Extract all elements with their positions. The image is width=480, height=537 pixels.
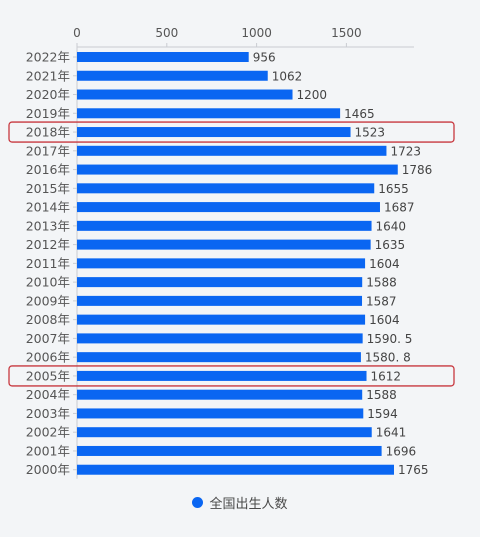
category-label: 2012年 bbox=[26, 237, 70, 252]
bar bbox=[77, 295, 363, 306]
bar bbox=[77, 445, 382, 456]
data-label: 1765 bbox=[398, 463, 429, 477]
category-label: 2008年 bbox=[26, 312, 70, 327]
bar bbox=[77, 183, 375, 194]
data-label: 1604 bbox=[369, 313, 400, 327]
data-label: 1655 bbox=[378, 182, 409, 196]
category-label: 2001年 bbox=[26, 443, 70, 458]
bar bbox=[77, 333, 363, 344]
bar bbox=[77, 108, 341, 119]
x-tick-label: 1000 bbox=[241, 26, 272, 40]
category-label: 2011年 bbox=[26, 256, 70, 271]
bar bbox=[77, 70, 268, 81]
data-label: 1465 bbox=[344, 107, 375, 121]
bar bbox=[77, 127, 351, 138]
category-label: 2010年 bbox=[26, 275, 70, 290]
highlight-box bbox=[8, 121, 455, 143]
bar bbox=[77, 464, 394, 475]
category-label: 2006年 bbox=[26, 350, 70, 365]
data-label: 1612 bbox=[371, 369, 402, 383]
bar bbox=[77, 52, 249, 62]
bar bbox=[77, 239, 371, 250]
x-tick-label: 1500 bbox=[331, 26, 362, 40]
data-label: 1588 bbox=[366, 388, 397, 402]
bar bbox=[77, 408, 364, 419]
legend-marker bbox=[192, 496, 204, 508]
category-label: 2009年 bbox=[26, 293, 70, 308]
category-label: 2016年 bbox=[26, 162, 70, 177]
data-label: 1200 bbox=[297, 88, 328, 102]
category-label: 2022年 bbox=[26, 50, 70, 65]
data-label: 1587 bbox=[366, 294, 397, 308]
category-label: 2018年 bbox=[26, 125, 70, 140]
bar bbox=[77, 370, 367, 381]
data-label: 1696 bbox=[386, 444, 417, 458]
category-label: 2015年 bbox=[26, 181, 70, 196]
category-label: 2020年 bbox=[26, 87, 70, 102]
category-label: 2014年 bbox=[26, 200, 70, 215]
category-label: 2003年 bbox=[26, 406, 70, 421]
data-label: 1594 bbox=[367, 407, 398, 421]
data-label: 1786 bbox=[402, 163, 433, 177]
data-label: 1687 bbox=[384, 201, 415, 215]
data-label: 1588 bbox=[366, 276, 397, 290]
bar bbox=[77, 389, 363, 400]
bar bbox=[77, 145, 387, 156]
bar bbox=[77, 258, 366, 269]
bar bbox=[77, 314, 366, 325]
category-label: 2002年 bbox=[26, 425, 70, 440]
bar bbox=[77, 89, 293, 100]
data-label: 1635 bbox=[375, 238, 406, 252]
category-label: 2013年 bbox=[26, 218, 70, 233]
category-label: 2004年 bbox=[26, 387, 70, 402]
x-tick-label: 0 bbox=[73, 26, 81, 40]
data-label: 1062 bbox=[272, 69, 303, 83]
data-label: 1604 bbox=[369, 257, 400, 271]
bar bbox=[77, 220, 372, 231]
data-label: 1641 bbox=[376, 426, 407, 440]
category-label: 2007年 bbox=[26, 331, 70, 346]
legend-label: 全国出生人数 bbox=[209, 496, 288, 512]
data-label: 1590. 5 bbox=[367, 332, 413, 346]
data-label: 1723 bbox=[390, 144, 421, 158]
category-label: 2005年 bbox=[26, 368, 70, 383]
bar bbox=[77, 277, 363, 288]
data-label: 1523 bbox=[355, 126, 386, 140]
data-label: 1580. 8 bbox=[365, 351, 411, 365]
data-label: 956 bbox=[253, 51, 276, 65]
highlight-box bbox=[8, 365, 455, 387]
x-tick-label: 500 bbox=[155, 26, 178, 40]
legend[interactable]: 全国出生人数 bbox=[0, 492, 480, 512]
category-label: 2021年 bbox=[26, 68, 70, 83]
bar bbox=[77, 164, 398, 175]
category-label: 2017年 bbox=[26, 143, 70, 158]
category-label: 2019年 bbox=[26, 106, 70, 121]
bar bbox=[77, 427, 372, 438]
data-label: 1640 bbox=[376, 219, 407, 233]
bar bbox=[77, 202, 380, 213]
bar bbox=[77, 352, 361, 363]
category-label: 2000年 bbox=[26, 462, 70, 477]
